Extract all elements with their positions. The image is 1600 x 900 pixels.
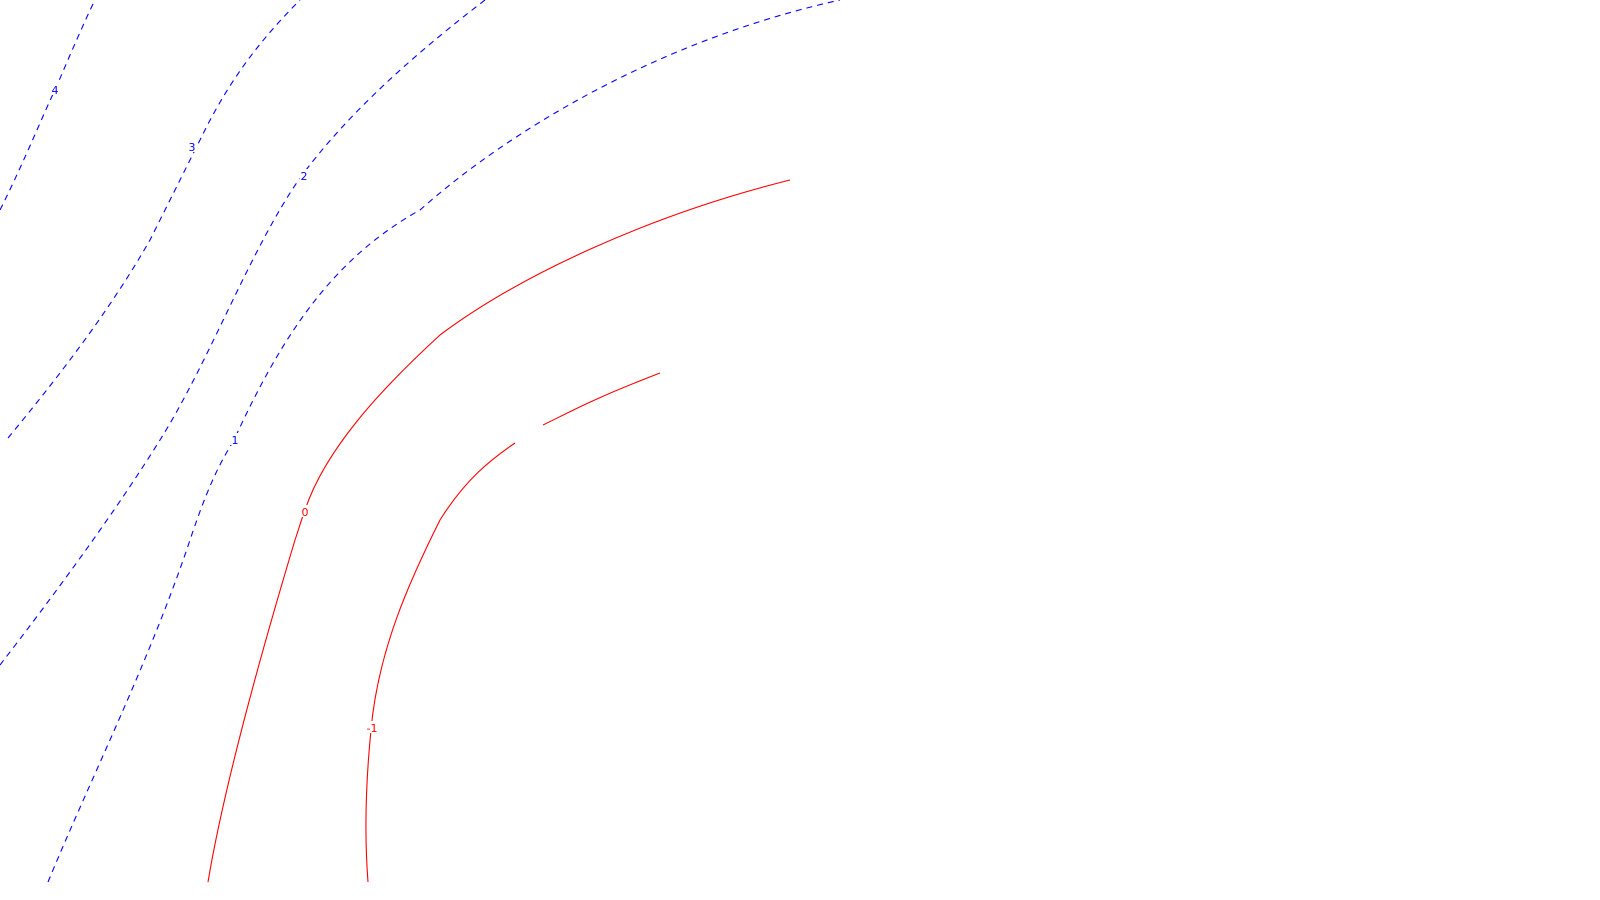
contour-level-neg-1-label: -1 (367, 722, 378, 735)
contour-level-neg-1-label-background (364, 721, 380, 733)
contour-level-2-label-background (299, 169, 309, 181)
contour-level-3-label: 3 (189, 141, 196, 154)
contour-level-1-label: 1 (232, 434, 239, 447)
contour-level-3-label-background (187, 140, 197, 152)
contour-level-0-label-background (300, 505, 310, 517)
contour-lines (0, 0, 841, 883)
contour-level-4-line (0, 0, 96, 211)
contour-level-4-label-background (50, 83, 60, 95)
contour-level-3-line (7, 0, 301, 439)
contour-level-0-line (207, 179, 791, 883)
contour-level-neg-1-line-segment-1 (365, 442, 516, 883)
contour-level-2-label: 2 (301, 170, 308, 183)
contour-level-2-line (0, 0, 486, 666)
contour-level-4-label: 4 (52, 84, 59, 97)
contour-level-1-label-background (230, 433, 240, 445)
contour-level-neg-1-line-segment-2 (542, 372, 661, 426)
contour-labels: 4 3 2 1 0 -1 (50, 83, 380, 735)
contour-level-1-line (47, 0, 841, 883)
contour-level-0-label: 0 (302, 506, 309, 519)
